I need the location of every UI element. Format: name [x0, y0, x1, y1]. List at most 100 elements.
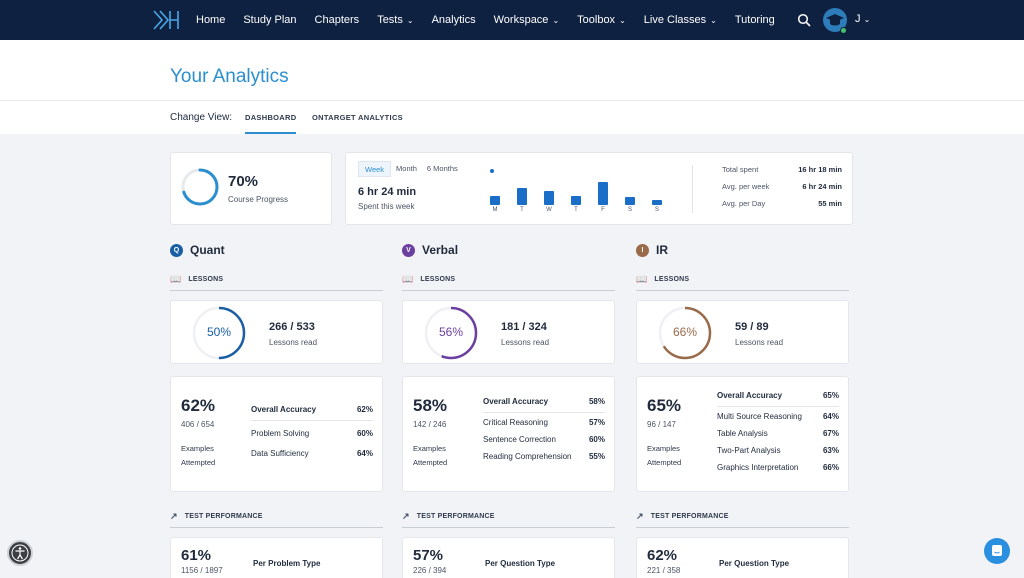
lessons-header-label: LESSONS — [188, 276, 224, 283]
lessons-percent: 66% — [672, 325, 698, 339]
search-icon[interactable] — [797, 13, 811, 27]
chart-indicator-dot — [490, 169, 494, 173]
test-performance-header: ↗ TEST PERFORMANCE — [170, 511, 263, 522]
accuracy-row: Reading Comprehension 55% — [483, 452, 605, 461]
test-performance-card: 62% 221 / 358 Per Question Type — [636, 537, 849, 578]
book-icon: 📖 — [170, 274, 182, 284]
study-stat-label: Avg. per week — [722, 182, 770, 191]
chevron-down-icon: ⌄ — [406, 15, 414, 25]
divider — [483, 412, 605, 413]
lessons-card: 66% 59 / 89 Lessons read — [636, 300, 849, 364]
accuracy-row-label: Table Analysis — [717, 429, 768, 438]
divider — [692, 165, 693, 213]
week-bar — [517, 188, 527, 205]
chat-button[interactable] — [984, 538, 1010, 564]
accessibility-icon — [11, 544, 29, 562]
lessons-count: 59 / 89 — [735, 321, 769, 333]
section-name: Verbal — [422, 243, 459, 257]
study-time-card: Week Month 6 Months 6 hr 24 min Spent th… — [345, 152, 853, 225]
nav-item-tutoring[interactable]: Tutoring — [735, 14, 775, 26]
nav-item-chapters[interactable]: Chapters — [315, 14, 360, 26]
nav-item-label: Analytics — [431, 14, 476, 26]
test-performance-card: 61% 1156 / 1897 Per Problem Type — [170, 537, 383, 578]
section-title-ir: I IR — [636, 243, 668, 257]
study-stat-row: Avg. per week 6 hr 24 min — [722, 182, 842, 199]
accuracy-count: 142 / 246 — [413, 420, 447, 429]
accuracy-row-label: Multi Source Reasoning — [717, 412, 802, 421]
week-bar — [625, 197, 635, 205]
user-menu-toggle[interactable]: J ⌄ — [855, 13, 870, 25]
range-tabs: Week Month 6 Months — [358, 161, 474, 177]
week-day-label: S — [627, 207, 632, 213]
chat-icon — [992, 545, 1002, 556]
study-stat-row: Avg. per Day 55 min — [722, 199, 842, 216]
book-icon: 📖 — [636, 274, 648, 284]
week-day-label: W — [546, 207, 552, 213]
accuracy-percent: 62% — [181, 396, 216, 415]
lessons-percent: 56% — [438, 325, 464, 339]
course-progress-ring — [181, 168, 219, 206]
accuracy-count: 406 / 654 — [181, 420, 215, 429]
accuracy-row: Critical Reasoning 57% — [483, 418, 605, 427]
test-performance-label: TEST PERFORMANCE — [650, 513, 729, 520]
section-title-verbal: V Verbal — [402, 243, 458, 257]
study-stats: Total spent 16 hr 18 min Avg. per week 6 hr… — [722, 165, 842, 216]
accuracy-row-label: Sentence Correction — [483, 435, 556, 444]
lessons-header: 📖 LESSONS — [402, 274, 455, 285]
range-6months-button[interactable]: 6 Months — [426, 164, 458, 173]
accuracy-row-label: Overall Accuracy — [483, 397, 549, 406]
accuracy-row-label: Graphics Interpretation — [717, 463, 799, 472]
range-month-button[interactable]: Month — [396, 164, 417, 173]
divider — [170, 527, 383, 528]
page-title: Your Analytics — [170, 66, 289, 87]
accuracy-row: Problem Solving 60% — [251, 429, 373, 438]
section-name: Quant — [190, 243, 225, 257]
accuracy-row: Overall Accuracy 62% — [251, 405, 373, 414]
nav-item-analytics[interactable]: Analytics — [432, 14, 476, 26]
nav-item-label: Tutoring — [734, 14, 775, 26]
divider — [170, 290, 383, 291]
examples-label: Examples — [413, 444, 446, 453]
study-stat-value: 55 min — [818, 199, 842, 208]
accuracy-row-label: Data Sufficiency — [251, 449, 309, 458]
range-week-button[interactable]: Week — [358, 161, 392, 177]
lessons-progress-ring — [192, 306, 246, 360]
test-performance-label: TEST PERFORMANCE — [184, 513, 263, 520]
accuracy-row-value: 63% — [822, 446, 839, 455]
week-bar — [598, 182, 608, 205]
study-stat-label: Avg. per Day — [722, 199, 766, 208]
book-icon: 📖 — [402, 274, 414, 284]
tab-ontarget-analytics[interactable]: ONTARGET ANALYTICS — [312, 113, 403, 122]
test-type-label: Per Problem Type — [253, 559, 321, 568]
week-day-label: M — [492, 207, 498, 213]
accessibility-button[interactable] — [7, 540, 33, 566]
chevron-down-icon: ⌄ — [710, 15, 717, 25]
attempted-label: Attempted — [181, 458, 216, 467]
nav-item-home[interactable]: Home — [196, 14, 225, 26]
user-avatar[interactable] — [823, 8, 847, 32]
tab-dashboard[interactable]: DASHBOARD — [245, 113, 297, 134]
nav-item-workspace[interactable]: Workspace ⌄ — [494, 14, 560, 26]
week-bar — [490, 196, 500, 205]
accuracy-row: Overall Accuracy 58% — [483, 397, 605, 406]
lessons-header: 📖 LESSONS — [636, 274, 689, 285]
lessons-count-label: Lessons read — [735, 338, 784, 347]
nav-item-tests[interactable]: Tests ⌄ — [377, 14, 413, 26]
study-stat-label: Total spent — [722, 165, 759, 174]
trend-chart-icon: ↗ — [170, 511, 178, 521]
test-count: 221 / 358 — [647, 566, 681, 575]
lessons-count: 181 / 324 — [501, 321, 547, 333]
accuracy-row-value: 57% — [588, 418, 605, 427]
divider — [636, 527, 849, 528]
chevron-down-icon: ⌄ — [863, 15, 871, 24]
nav-item-live-classes[interactable]: Live Classes ⌄ — [644, 14, 717, 26]
nav-item-study-plan[interactable]: Study Plan — [243, 14, 296, 26]
brand-logo-icon[interactable] — [152, 9, 180, 31]
nav-item-toolbox[interactable]: Toolbox ⌄ — [577, 14, 626, 26]
week-day-label: T — [520, 207, 524, 213]
week-bar — [652, 200, 662, 205]
trend-chart-icon: ↗ — [636, 511, 644, 521]
main-menu: Home Study Plan Chapters Tests ⌄ Analytics Wor… — [196, 0, 793, 40]
attempted-label: Attempted — [413, 458, 448, 467]
